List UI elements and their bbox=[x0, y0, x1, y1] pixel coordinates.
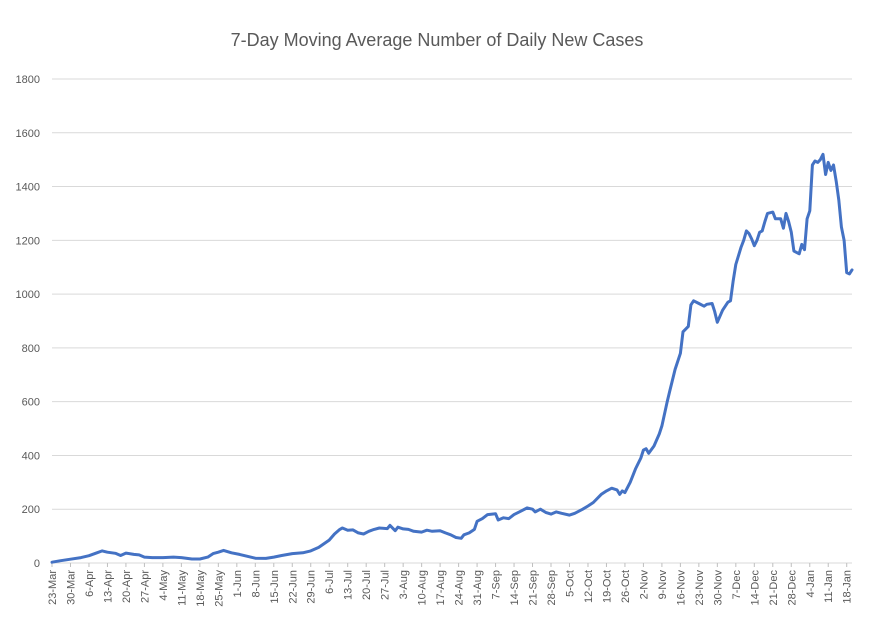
x-tick-label: 21-Sep bbox=[528, 570, 540, 605]
y-tick-label: 800 bbox=[22, 343, 40, 355]
x-tick-label: 30-Nov bbox=[712, 570, 724, 606]
x-tick-label: 13-Apr bbox=[102, 570, 114, 603]
x-tick-label: 23-Mar bbox=[47, 570, 59, 605]
x-tick-label: 7-Sep bbox=[491, 570, 503, 599]
x-tick-label: 24-Aug bbox=[454, 570, 466, 605]
x-tick-label: 22-Jun bbox=[287, 570, 299, 604]
x-tick-label: 21-Dec bbox=[768, 570, 780, 606]
x-tick-label: 5-Oct bbox=[564, 570, 576, 597]
y-tick-label: 0 bbox=[34, 558, 40, 570]
x-tick-label: 27-Jul bbox=[380, 570, 392, 600]
x-tick-label: 12-Oct bbox=[583, 570, 595, 603]
x-tick-label: 2-Nov bbox=[638, 570, 650, 600]
x-axis-tick-labels: 23-Mar 30-Mar 6-Apr 13-Apr 20-Apr 27-Apr 4-May… bbox=[47, 563, 854, 607]
series-line bbox=[50, 152, 854, 564]
y-tick-label: 200 bbox=[22, 504, 40, 516]
x-tick-label: 19-Oct bbox=[601, 570, 613, 603]
x-tick-label: 7-Dec bbox=[731, 570, 743, 600]
y-tick-label: 1200 bbox=[16, 235, 40, 247]
x-tick-label: 18-May bbox=[195, 570, 207, 607]
x-tick-label: 27-Apr bbox=[139, 570, 151, 603]
x-tick-label: 20-Jul bbox=[361, 570, 373, 600]
x-tick-label: 10-Aug bbox=[417, 570, 429, 605]
x-tick-label: 6-Jul bbox=[324, 570, 336, 594]
x-tick-label: 3-Aug bbox=[398, 570, 410, 599]
y-tick-label: 1800 bbox=[16, 74, 40, 86]
x-tick-label: 16-Nov bbox=[675, 570, 687, 606]
x-tick-label: 29-Jun bbox=[306, 570, 318, 604]
x-tick-label: 1-Jun bbox=[232, 570, 244, 598]
x-tick-label: 20-Apr bbox=[121, 570, 133, 603]
x-tick-label: 14-Sep bbox=[509, 570, 521, 605]
x-tick-label: 14-Dec bbox=[749, 570, 761, 606]
x-tick-label: 15-Jun bbox=[269, 570, 281, 604]
y-tick-label: 1400 bbox=[16, 182, 40, 194]
chart-title: 7-Day Moving Average Number of Daily New… bbox=[231, 30, 644, 50]
x-tick-label: 23-Nov bbox=[694, 570, 706, 606]
x-tick-label: 9-Nov bbox=[657, 570, 669, 600]
x-tick-label: 4-Jan bbox=[805, 570, 817, 598]
x-tick-label: 11-May bbox=[176, 570, 188, 606]
x-tick-label: 28-Sep bbox=[546, 570, 558, 605]
x-tick-label: 28-Dec bbox=[786, 570, 798, 606]
x-tick-label: 6-Apr bbox=[84, 570, 96, 597]
y-axis-tick-labels: 0 200 400 600 800 1000 1200 1400 1600 1800 bbox=[16, 74, 40, 570]
x-tick-label: 18-Jan bbox=[842, 570, 854, 604]
x-tick-label: 13-Jul bbox=[343, 570, 355, 600]
x-tick-label: 26-Oct bbox=[620, 570, 632, 603]
x-tick-label: 8-Jun bbox=[250, 570, 262, 598]
y-tick-label: 400 bbox=[22, 450, 40, 462]
x-tick-label: 30-Mar bbox=[65, 570, 77, 605]
gridlines bbox=[52, 78, 852, 564]
x-tick-label: 4-May bbox=[158, 570, 170, 601]
x-tick-label: 17-Aug bbox=[435, 570, 447, 605]
x-tick-label: 11-Jan bbox=[823, 570, 835, 603]
x-tick-label: 31-Aug bbox=[472, 570, 484, 605]
y-tick-label: 1600 bbox=[16, 128, 40, 140]
y-tick-label: 600 bbox=[22, 397, 40, 409]
y-tick-label: 1000 bbox=[16, 289, 40, 301]
x-tick-label: 25-May bbox=[213, 570, 225, 607]
